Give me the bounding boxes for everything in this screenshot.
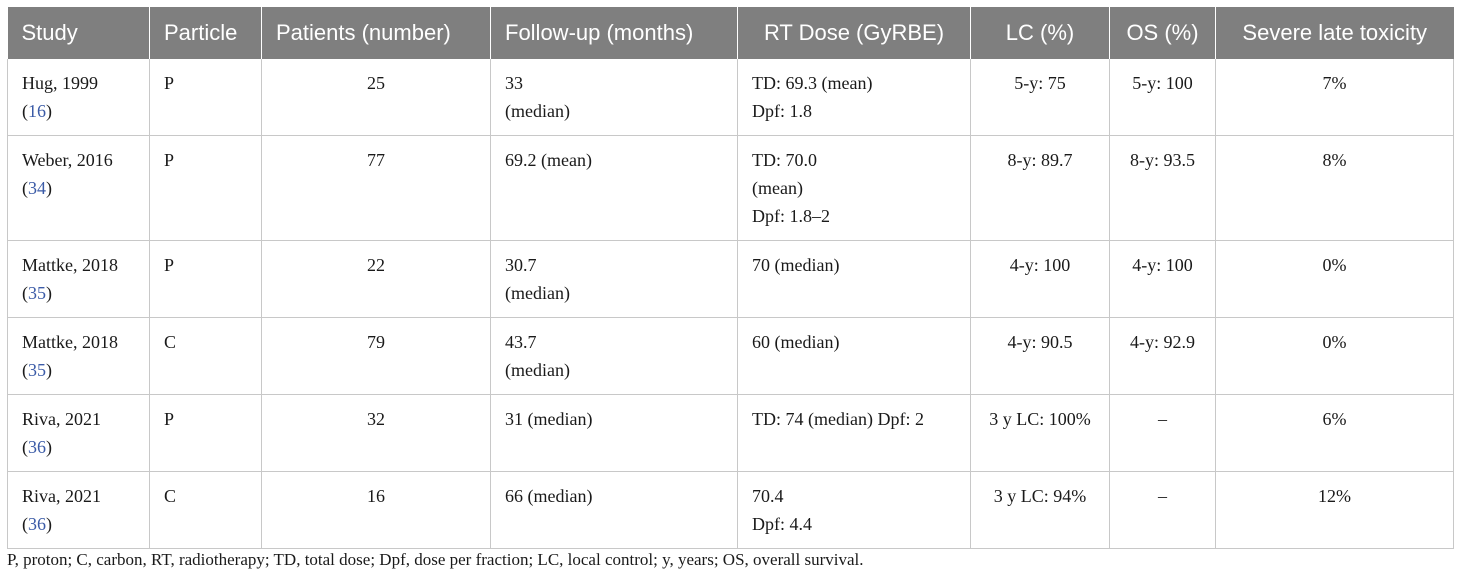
cell-toxicity: 0% [1215, 240, 1454, 318]
cell-toxicity: 0% [1215, 317, 1454, 395]
header-followup: Follow-up (months) [490, 7, 738, 59]
dose-line: Dpf: 4.4 [752, 514, 812, 534]
cell-os: 4-y: 100 [1109, 240, 1216, 318]
table-row: Mattke, 2018 (35) C 79 43.7 (median) 60 (m… [7, 317, 1454, 395]
cell-lc: 8-y: 89.7 [970, 135, 1110, 241]
cell-followup: 31 (median) [490, 394, 738, 472]
dose-line: 70 (median) [752, 255, 840, 275]
study-name: Mattke, 2018 [22, 255, 118, 275]
table-row: Riva, 2021 (36) P 32 31 (median) TD: 74 (… [7, 394, 1454, 472]
reference-link[interactable]: 35 [28, 360, 46, 380]
study-name: Riva, 2021 [22, 409, 101, 429]
cell-particle: P [149, 59, 262, 136]
table-row: Weber, 2016 (34) P 77 69.2 (mean) TD: 70.… [7, 135, 1454, 241]
cell-particle: P [149, 240, 262, 318]
header-particle: Particle [149, 7, 262, 59]
cell-dose: 70.4 Dpf: 4.4 [737, 471, 971, 549]
followup-line: 66 (median) [505, 486, 593, 506]
cell-patients: 22 [261, 240, 491, 318]
header-patients: Patients (number) [261, 7, 491, 59]
followup-line: (median) [505, 283, 570, 303]
reference-link[interactable]: 36 [28, 437, 46, 457]
cell-toxicity: 12% [1215, 471, 1454, 549]
header-rt-dose: RT Dose (GyRBE) [737, 7, 971, 59]
cell-followup: 33 (median) [490, 59, 738, 136]
followup-line: 43.7 [505, 332, 537, 352]
reference-link[interactable]: 35 [28, 283, 46, 303]
cell-patients: 16 [261, 471, 491, 549]
cell-os: – [1109, 394, 1216, 472]
cell-dose: 60 (median) [737, 317, 971, 395]
cell-patients: 79 [261, 317, 491, 395]
data-table: Study Particle Patients (number) Follow-… [7, 7, 1454, 549]
followup-line: 31 (median) [505, 409, 593, 429]
study-name: Weber, 2016 [22, 150, 113, 170]
cell-study: Mattke, 2018 (35) [7, 240, 150, 318]
followup-line: 69.2 (mean) [505, 150, 592, 170]
table-row: Riva, 2021 (36) C 16 66 (median) 70.4 Dpf:… [7, 471, 1454, 549]
table-row: Mattke, 2018 (35) P 22 30.7 (median) 70 (m… [7, 240, 1454, 318]
followup-line: 30.7 [505, 255, 537, 275]
reference-link[interactable]: 16 [28, 101, 46, 121]
followup-line: (median) [505, 101, 570, 121]
cell-dose: TD: 69.3 (mean) Dpf: 1.8 [737, 59, 971, 136]
cell-patients: 25 [261, 59, 491, 136]
dose-line: TD: 69.3 (mean) [752, 73, 873, 93]
cell-lc: 5-y: 75 [970, 59, 1110, 136]
study-name: Hug, 1999 [22, 73, 98, 93]
cell-toxicity: 7% [1215, 59, 1454, 136]
cell-followup: 43.7 (median) [490, 317, 738, 395]
header-toxicity: Severe late toxicity [1215, 7, 1454, 59]
cell-os: 5-y: 100 [1109, 59, 1216, 136]
followup-line: (median) [505, 360, 570, 380]
cell-followup: 69.2 (mean) [490, 135, 738, 241]
cell-lc: 3 y LC: 100% [970, 394, 1110, 472]
cell-patients: 77 [261, 135, 491, 241]
table-row: Hug, 1999 (16) P 25 33 (median) TD: 69.3 (… [7, 59, 1454, 136]
cell-particle: C [149, 317, 262, 395]
cell-os: – [1109, 471, 1216, 549]
cell-os: 4-y: 92.9 [1109, 317, 1216, 395]
header-row: Study Particle Patients (number) Follow-… [7, 7, 1454, 59]
cell-toxicity: 6% [1215, 394, 1454, 472]
cell-lc: 4-y: 90.5 [970, 317, 1110, 395]
study-name: Mattke, 2018 [22, 332, 118, 352]
reference-link[interactable]: 36 [28, 514, 46, 534]
reference-link[interactable]: 34 [28, 178, 46, 198]
cell-lc: 4-y: 100 [970, 240, 1110, 318]
table-container: Study Particle Patients (number) Follow-… [7, 7, 1454, 549]
dose-line: TD: 74 (median) Dpf: 2 [752, 409, 924, 429]
cell-study: Weber, 2016 (34) [7, 135, 150, 241]
cell-particle: P [149, 394, 262, 472]
study-name: Riva, 2021 [22, 486, 101, 506]
cell-particle: C [149, 471, 262, 549]
cell-followup: 30.7 (median) [490, 240, 738, 318]
header-lc: LC (%) [970, 7, 1110, 59]
cell-particle: P [149, 135, 262, 241]
cell-patients: 32 [261, 394, 491, 472]
followup-line: 33 [505, 73, 523, 93]
cell-dose: 70 (median) [737, 240, 971, 318]
cell-dose: TD: 74 (median) Dpf: 2 [737, 394, 971, 472]
dose-line: Dpf: 1.8–2 [752, 206, 830, 226]
cell-lc: 3 y LC: 94% [970, 471, 1110, 549]
table-footnote: P, proton; C, carbon, RT, radiotherapy; … [7, 550, 864, 569]
dose-line: TD: 70.0 [752, 150, 817, 170]
cell-followup: 66 (median) [490, 471, 738, 549]
header-os: OS (%) [1109, 7, 1216, 59]
cell-study: Riva, 2021 (36) [7, 394, 150, 472]
cell-toxicity: 8% [1215, 135, 1454, 241]
header-study: Study [7, 7, 150, 59]
cell-study: Riva, 2021 (36) [7, 471, 150, 549]
dose-line: Dpf: 1.8 [752, 101, 812, 121]
cell-study: Mattke, 2018 (35) [7, 317, 150, 395]
cell-os: 8-y: 93.5 [1109, 135, 1216, 241]
cell-dose: TD: 70.0 (mean) Dpf: 1.8–2 [737, 135, 971, 241]
dose-line: 70.4 [752, 486, 784, 506]
dose-line: (mean) [752, 178, 803, 198]
dose-line: 60 (median) [752, 332, 840, 352]
cell-study: Hug, 1999 (16) [7, 59, 150, 136]
